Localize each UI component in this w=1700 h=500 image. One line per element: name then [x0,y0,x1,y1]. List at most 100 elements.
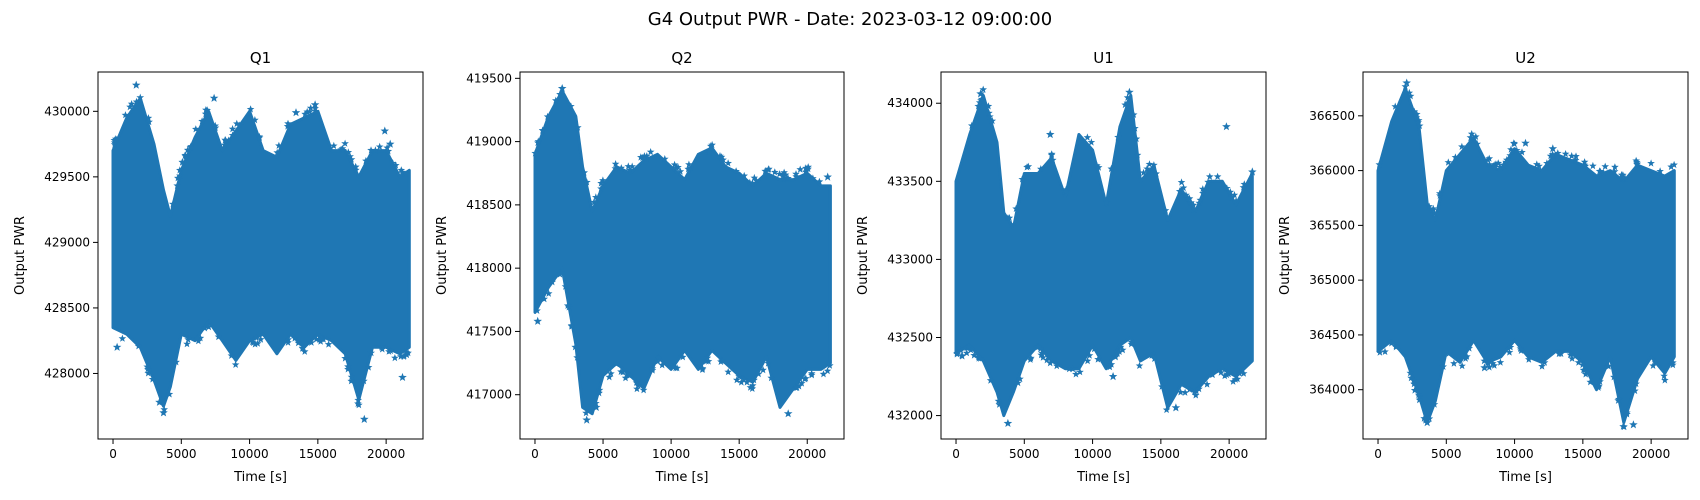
edge-marker [716,152,724,160]
edge-marker [1102,198,1111,206]
edge-marker [1065,365,1074,373]
panel-title: Q1 [250,49,271,67]
edge-marker [1463,352,1471,360]
series-u1 [953,85,1257,427]
edge-marker [1490,361,1499,369]
edge-marker [136,93,145,101]
edge-marker [1436,189,1444,197]
edge-marker [1502,158,1510,166]
outlier-point [132,80,141,89]
x-tick-label: 0 [1374,447,1382,461]
edge-marker [398,168,406,176]
edge-marker [1617,171,1626,179]
edge-marker [1392,343,1400,351]
panel-title: U1 [1093,49,1114,67]
edge-marker [552,96,560,104]
edge-marker [1012,204,1020,212]
edge-marker [958,352,966,360]
edge-marker [607,369,615,377]
edge-marker [338,144,347,152]
x-tick-label: 0 [109,447,117,461]
edge-marker [740,375,748,383]
edge-marker [809,174,817,182]
edge-marker [994,397,1003,405]
edge-marker [1571,156,1580,164]
edge-marker [1131,124,1139,132]
y-tick-label: 429000 [44,235,90,249]
edge-marker [1568,354,1576,362]
edge-marker [724,159,732,167]
edge-marker [347,373,356,381]
outlier-point [1046,130,1055,139]
edge-marker [986,376,995,384]
edge-marker [707,142,715,150]
edge-marker [1518,148,1526,156]
edge-marker [1669,360,1677,369]
edge-marker [1412,113,1421,121]
series-q1 [110,80,412,423]
edge-marker [1414,391,1423,399]
edge-marker [364,363,373,371]
edge-marker [1580,158,1589,166]
edge-marker [658,361,666,369]
edge-marker [595,389,603,397]
edge-marker [1429,206,1437,214]
edge-marker [792,170,800,178]
edge-marker [193,334,201,342]
edge-marker [183,146,192,154]
edge-marker [1223,184,1231,192]
edge-marker [1049,156,1057,164]
edge-marker [1190,387,1199,396]
edge-marker [201,110,210,118]
edge-marker [273,148,281,156]
edge-marker [556,270,564,278]
edge-marker [233,119,241,127]
edge-marker [583,178,591,186]
edge-marker [1561,150,1570,158]
edge-marker [1161,206,1170,214]
edge-marker [1185,385,1194,393]
edge-marker [1034,343,1042,351]
x-tick-label: 20000 [1632,447,1670,461]
edge-marker [624,162,633,170]
edge-marker [1038,349,1046,357]
edge-marker [231,360,240,368]
x-tick-label: 15000 [720,447,758,461]
edge-marker [1195,384,1203,393]
outlier-point [385,139,395,148]
edge-marker [646,148,655,156]
edge-marker [563,301,572,309]
edge-marker [1189,201,1198,209]
edge-marker [386,346,395,355]
edge-marker [1450,359,1458,367]
edge-marker [1614,396,1622,404]
edge-marker [724,368,732,376]
edge-marker [796,165,804,173]
edge-marker [1660,372,1668,380]
x-tick-label: 10000 [1073,447,1111,461]
edge-marker [1152,169,1160,177]
edge-marker [1496,358,1505,366]
edge-marker [1485,154,1494,162]
edge-marker [1633,158,1641,166]
edge-marker [1667,162,1675,171]
edge-marker [795,382,803,390]
edge-marker [1579,366,1588,374]
edge-marker [1444,158,1453,166]
edge-marker [698,364,707,372]
y-tick-label: 366000 [1309,164,1355,178]
edge-marker [1405,88,1414,97]
edge-marker [148,375,157,383]
edge-marker [1489,359,1497,367]
edge-marker [784,174,792,182]
edge-marker [995,400,1004,408]
edge-marker [1107,360,1116,368]
edge-marker [144,369,152,377]
edge-marker [543,112,552,120]
edge-marker [1024,162,1033,170]
edge-marker [251,116,259,124]
edge-marker [1492,160,1500,168]
edge-marker [1467,130,1476,138]
outlier-point [310,100,320,109]
